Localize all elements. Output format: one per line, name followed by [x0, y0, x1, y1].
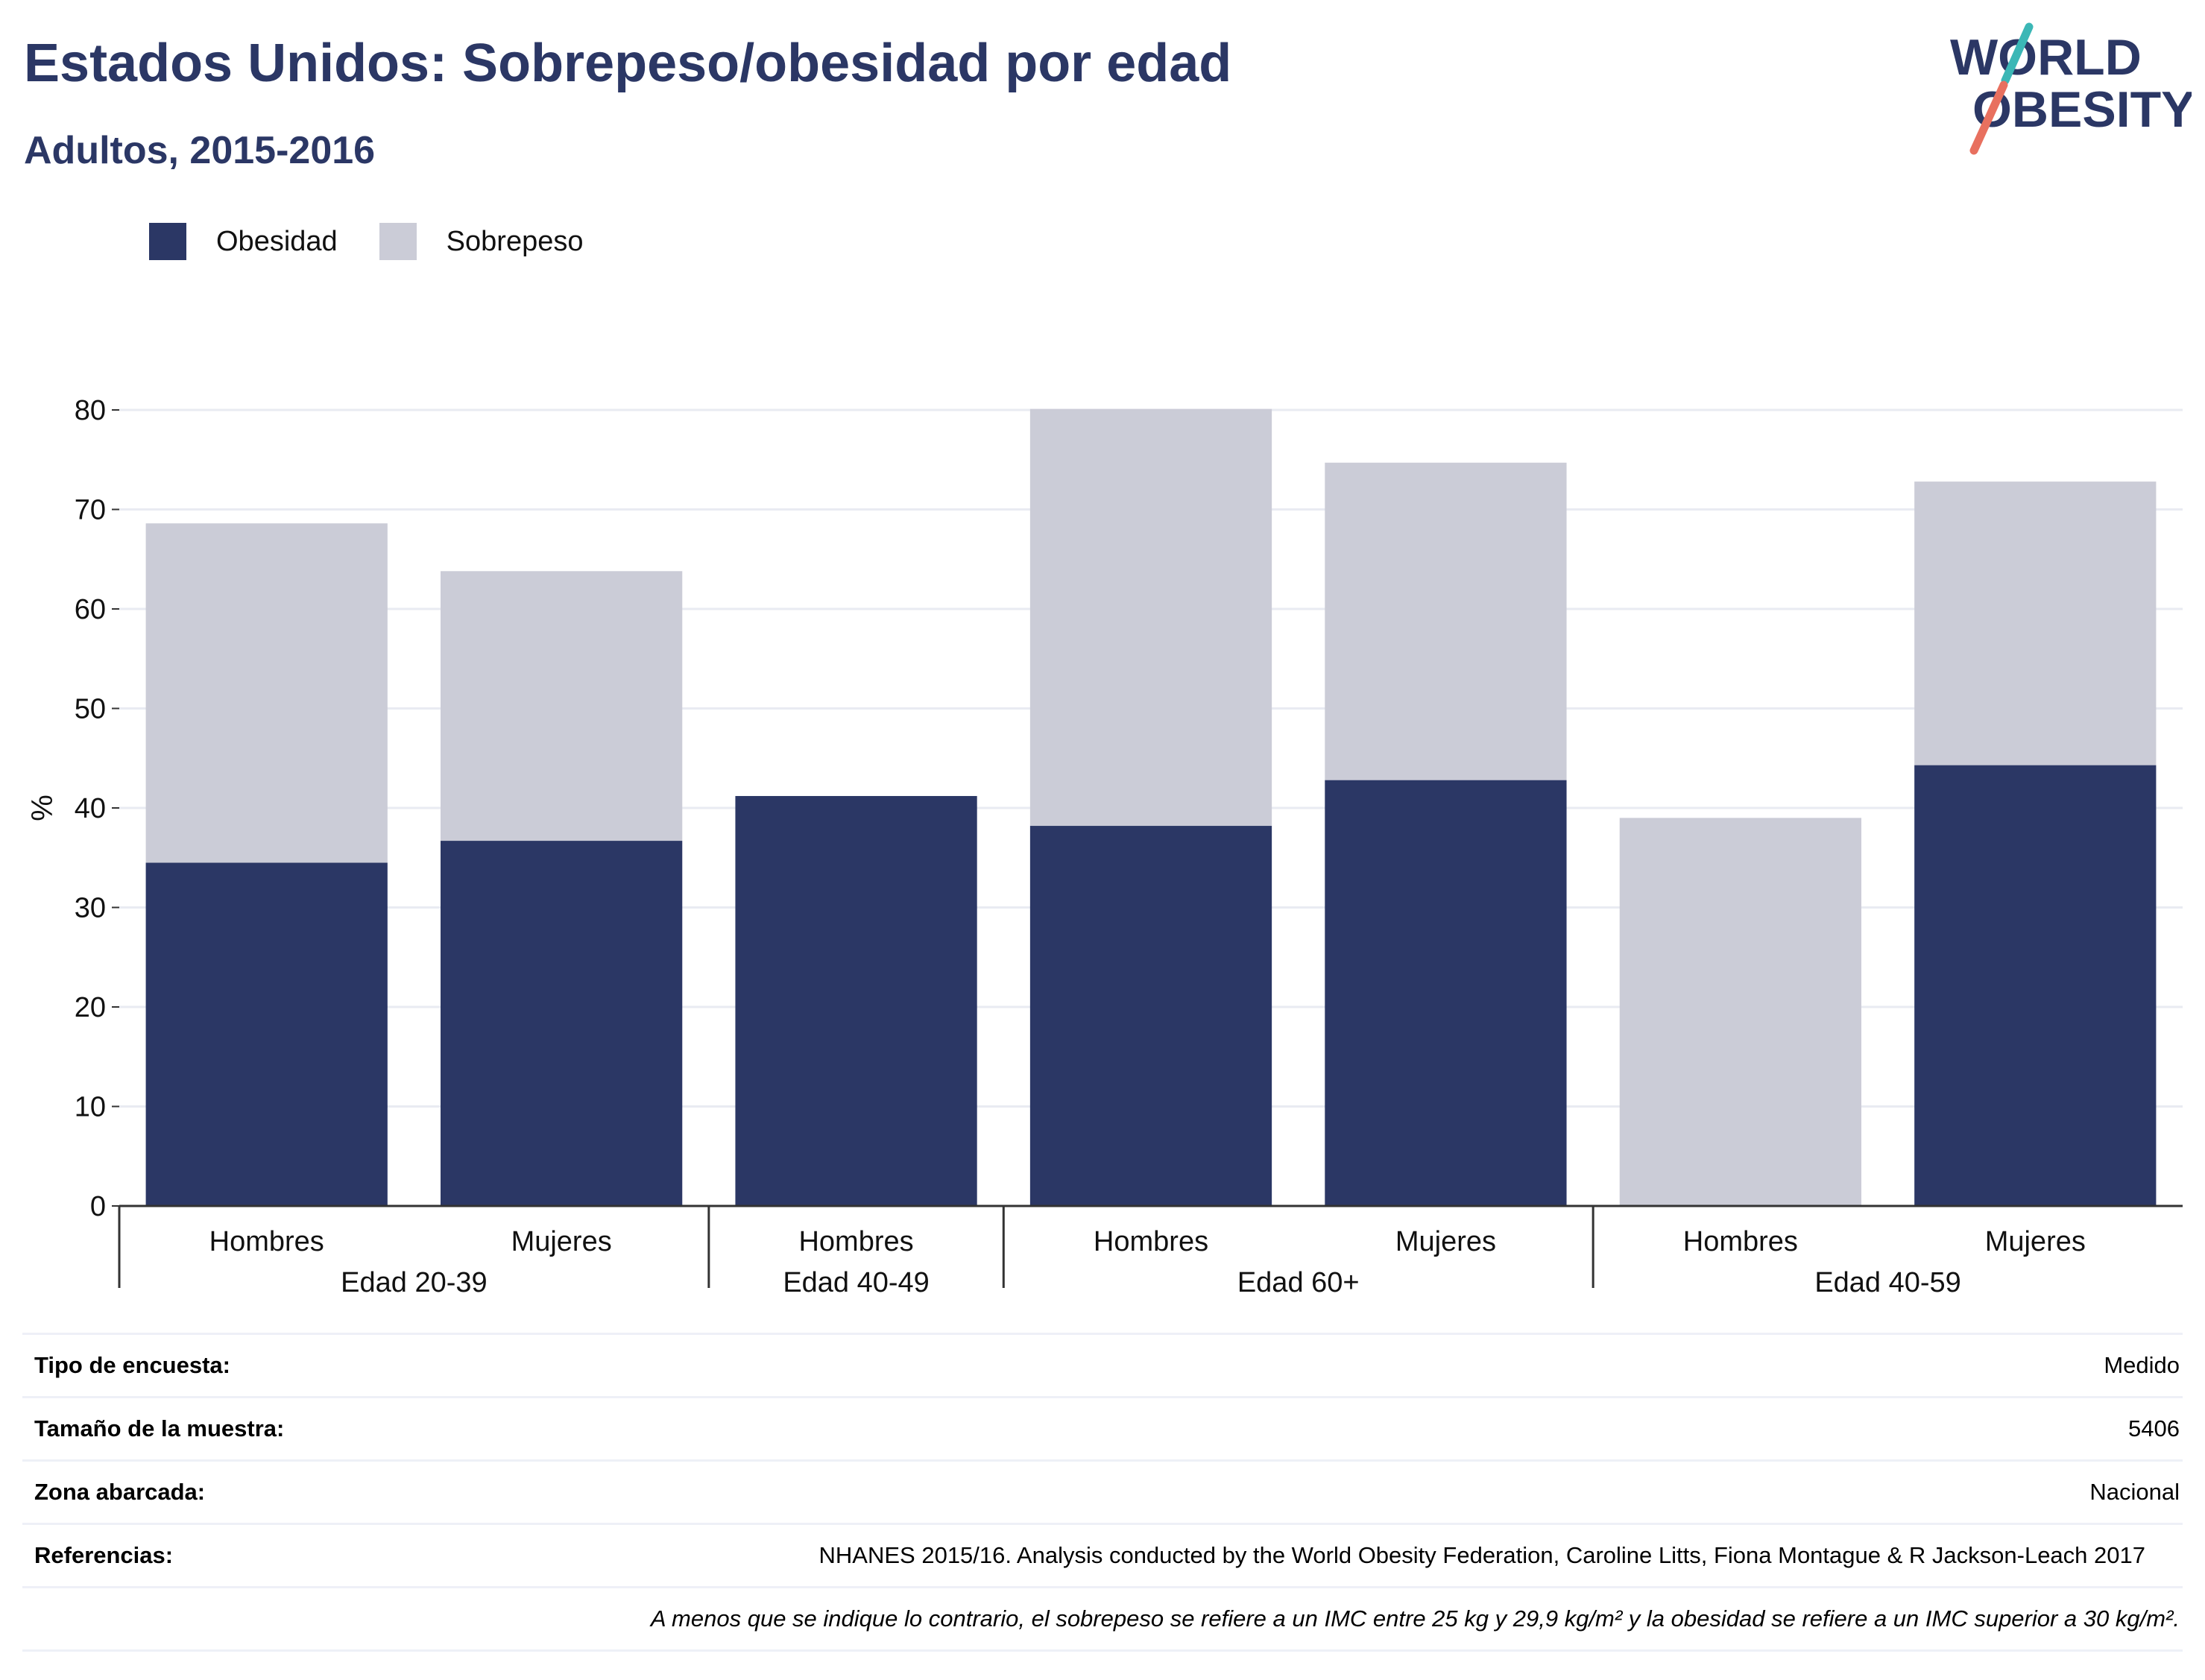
stacked-bar-chart: 0 10 20 30 40 50 60 70 80% Hombres Mujeres Hombres H…: [26, 395, 2183, 1297]
chart-subtitle: Adultos, 2015-2016: [24, 129, 376, 172]
definition-note: A menos que se indique lo contrario, el …: [650, 1605, 2180, 1632]
y-tick-label-40: 40: [75, 793, 106, 824]
logo-line-1: WORLD: [1950, 29, 2142, 86]
sample-size-value: 5406: [2128, 1415, 2180, 1441]
y-tick-label-10: 10: [75, 1092, 106, 1123]
legend-swatch-obesidad: [149, 223, 186, 260]
x-category-label-4: Mujeres: [1395, 1226, 1496, 1257]
chart-legend: Obesidad Sobrepeso: [149, 221, 625, 262]
legend-swatch-sobrepeso: [379, 223, 417, 260]
legend-item-sobrepeso[interactable]: Sobrepeso: [379, 223, 584, 260]
y-tick-label-0: 0: [90, 1191, 106, 1222]
x-category-label-1: Mujeres: [511, 1226, 612, 1257]
references-row: Referencias: NHANES 2015/16. Analysis co…: [22, 1523, 2183, 1586]
bar-sobrepeso-6: [1914, 481, 2157, 765]
bar-sobrepeso-1: [441, 571, 683, 841]
x-category-label-6: Mujeres: [1985, 1226, 2086, 1257]
x-category-label-3: Hombres: [1094, 1226, 1208, 1257]
sample-size-label: Tamaño de la muestra:: [34, 1415, 285, 1441]
x-group-label-2: Edad 60+: [1237, 1267, 1360, 1297]
bar-obesidad-2: [735, 795, 977, 1206]
references-value: NHANES 2015/16. Analysis conducted by th…: [818, 1542, 2145, 1568]
bar-obesidad-0: [145, 862, 388, 1206]
logo-slash-bottom: [1969, 80, 2008, 155]
survey-info-table: Tipo de encuesta: Medido Tamaño de la mu…: [22, 1333, 2183, 1652]
y-tick-label-70: 70: [75, 495, 106, 526]
legend-item-obesidad[interactable]: Obesidad: [149, 223, 338, 260]
x-group-label-0: Edad 20-39: [341, 1267, 488, 1297]
logo-slash-top: [2001, 22, 2034, 85]
area-label: Zona abarcada:: [34, 1479, 206, 1505]
bar-sobrepeso-3: [1029, 408, 1272, 827]
x-group-label-3: Edad 40-59: [1814, 1267, 1961, 1297]
bar-obesidad-1: [441, 841, 683, 1206]
survey-type-row: Tipo de encuesta: Medido: [22, 1333, 2183, 1396]
y-tick-label-80: 80: [75, 395, 106, 426]
references-label: Referencias:: [34, 1542, 174, 1568]
bar-sobrepeso-0: [145, 523, 388, 863]
bar-obesidad-6: [1914, 765, 2157, 1206]
x-group-label-1: Edad 40-49: [783, 1267, 930, 1297]
legend-label-sobrepeso: Sobrepeso: [446, 225, 584, 257]
y-tick-label-20: 20: [75, 992, 106, 1023]
survey-type-value: Medido: [2104, 1352, 2180, 1378]
y-axis-label: %: [26, 795, 59, 821]
logo-line-2: OBESITY: [1972, 81, 2192, 138]
y-tick-label-30: 30: [75, 893, 106, 924]
x-category-label-0: Hombres: [209, 1226, 324, 1257]
area-value: Nacional: [2089, 1479, 2180, 1505]
world-obesity-logo: WORLD OBESITY: [1950, 22, 2192, 155]
bar-sobrepeso-5: [1619, 818, 1861, 1206]
y-tick-label-50: 50: [75, 694, 106, 725]
legend-label-obesidad: Obesidad: [216, 225, 338, 257]
survey-type-label: Tipo de encuesta:: [34, 1352, 230, 1378]
y-tick-label-60: 60: [75, 594, 106, 625]
chart-title: Estados Unidos: Sobrepeso/obesidad por e…: [24, 34, 1232, 93]
bar-obesidad-3: [1029, 826, 1272, 1206]
definition-note-row: A menos que se indique lo contrario, el …: [22, 1586, 2183, 1652]
sample-size-row: Tamaño de la muestra: 5406: [22, 1396, 2183, 1459]
x-category-label-5: Hombres: [1683, 1226, 1798, 1257]
bar-obesidad-4: [1325, 780, 1567, 1206]
area-row: Zona abarcada: Nacional: [22, 1459, 2183, 1523]
bar-sobrepeso-4: [1325, 462, 1567, 780]
x-category-label-2: Hombres: [798, 1226, 913, 1257]
